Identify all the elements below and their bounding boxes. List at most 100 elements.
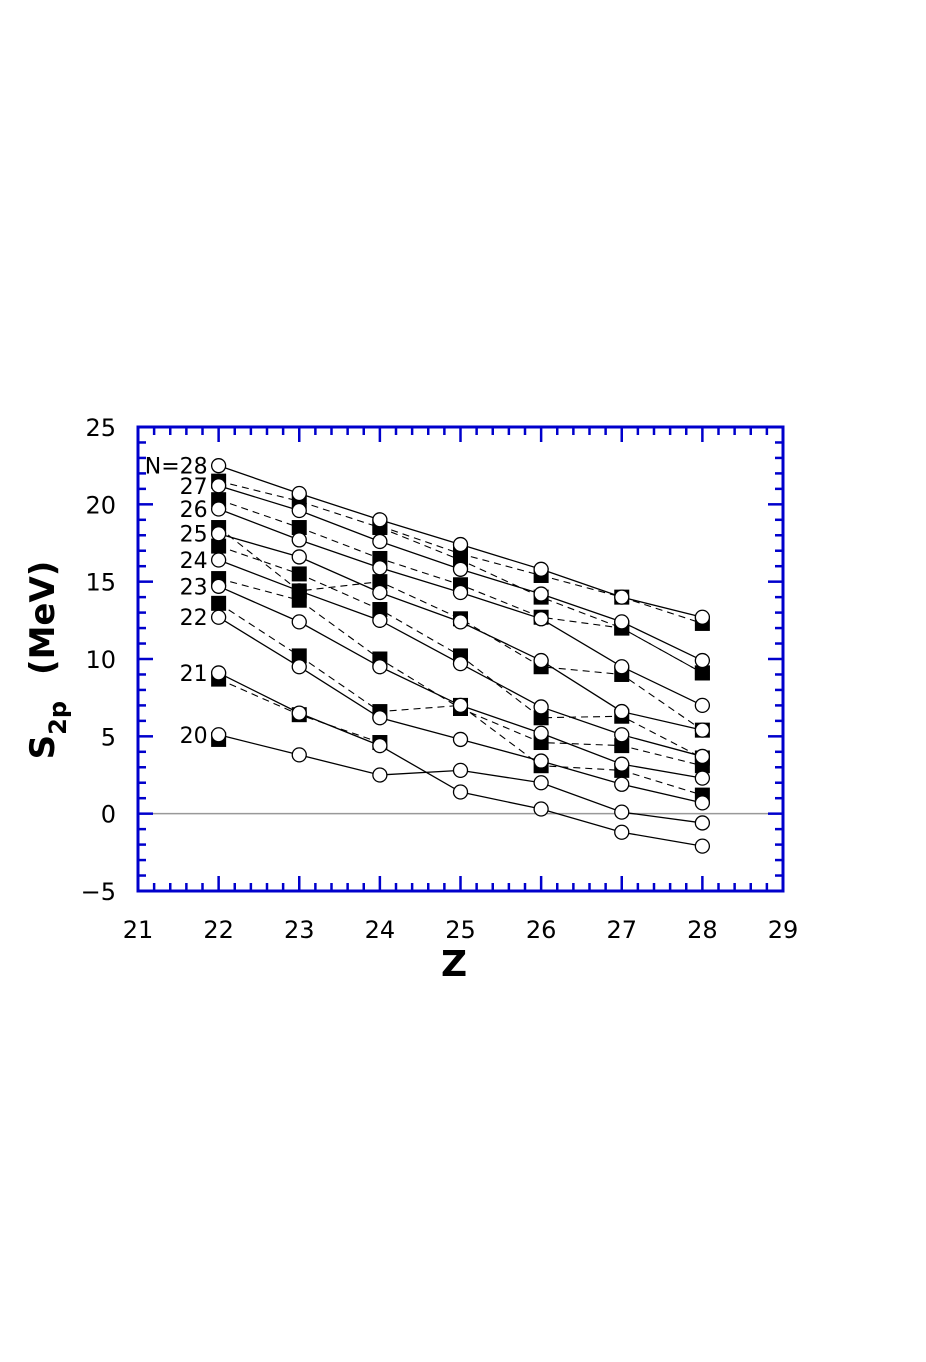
square-marker-22-z22 <box>211 595 227 611</box>
circle-marker-23-z27 <box>614 756 630 772</box>
circle-marker-24-z27 <box>614 727 630 743</box>
circle-marker-21-z25 <box>452 784 469 800</box>
circle-marker-25-z24 <box>372 584 388 601</box>
x-tick-label: 26 <box>526 916 557 944</box>
circle-marker-22-z27 <box>614 776 630 792</box>
square-marker-25-z23 <box>291 583 307 599</box>
circle-marker-26-z28 <box>694 697 711 714</box>
x-tick-label: 25 <box>445 916 476 944</box>
x-tick-label: 22 <box>203 916 234 944</box>
square-marker-24-z24 <box>372 602 388 618</box>
circle-marker-21-z28 <box>694 838 711 854</box>
circle-marker-22-z22 <box>210 609 227 625</box>
square-marker-27-z28 <box>694 665 710 681</box>
y-tick-label: 10 <box>85 646 116 674</box>
circle-marker-22-z25 <box>452 731 469 748</box>
circle-marker-n28-z24 <box>372 512 388 528</box>
series-label-20: 20 <box>180 724 208 749</box>
circle-marker-23-z28 <box>694 770 711 786</box>
x-tick-label: 24 <box>365 916 396 944</box>
circle-marker-25-z23 <box>291 549 307 565</box>
circle-marker-20-z23 <box>291 747 307 763</box>
circle-marker-n28-z26 <box>533 561 549 577</box>
circle-marker-26-z23 <box>291 532 307 548</box>
series-line-20 <box>218 734 703 824</box>
circle-marker-26-z22 <box>210 501 227 517</box>
circle-marker-25-z25 <box>452 614 469 630</box>
circle-marker-24-z25 <box>452 655 469 672</box>
circle-marker-23-z25 <box>452 697 469 714</box>
x-tick-label: 29 <box>768 916 799 944</box>
circle-marker-27-z22 <box>210 478 227 494</box>
series-label-22: 22 <box>180 606 208 631</box>
y-axis-title-subscript: 2p <box>44 701 72 735</box>
y-axis-title-unit: (MeV) <box>23 561 63 675</box>
y-tick-label: 25 <box>85 414 116 442</box>
circle-marker-21-z26 <box>533 801 549 817</box>
circle-marker-23-z23 <box>291 614 307 630</box>
square-marker-23-z27 <box>614 738 630 754</box>
circle-marker-26-z27 <box>614 659 630 675</box>
circle-marker-20-z24 <box>372 767 388 783</box>
circle-marker-n28-z28 <box>694 609 711 625</box>
circle-marker-26-z24 <box>372 560 388 576</box>
circle-marker-23-z22 <box>210 578 227 594</box>
circle-marker-20-z28 <box>694 815 711 831</box>
circle-marker-26-z26 <box>533 611 549 627</box>
y-tick-label: −5 <box>81 878 116 906</box>
circle-marker-25-z26 <box>533 652 549 669</box>
series-markers <box>210 458 711 854</box>
square-marker-22-z23 <box>291 648 307 664</box>
x-tick-label: 28 <box>687 916 718 944</box>
circle-marker-24-z28 <box>694 748 711 765</box>
square-marker-24-z23 <box>291 566 307 582</box>
series-label-27: 27 <box>180 475 208 500</box>
x-axis-title: Z <box>441 944 467 985</box>
circle-marker-24-z26 <box>533 699 549 715</box>
circle-marker-27-z26 <box>533 586 549 602</box>
circle-marker-27-z27 <box>614 614 630 630</box>
square-marker-24-z26 <box>533 710 549 726</box>
circle-marker-n28-z25 <box>452 536 469 553</box>
circle-marker-20-z25 <box>452 762 469 779</box>
series-label-21: 21 <box>180 662 208 687</box>
y-tick-label: 20 <box>85 491 116 519</box>
x-tick-label: 23 <box>284 916 315 944</box>
circle-marker-27-z25 <box>452 561 469 577</box>
y-axis-title: S2p (MeV) <box>23 561 72 760</box>
circle-marker-23-z24 <box>372 659 388 675</box>
circle-marker-21-z22 <box>210 665 227 681</box>
y-tick-label: 0 <box>101 801 116 829</box>
x-tick-label: 27 <box>606 916 637 944</box>
circle-marker-n28-z22 <box>210 458 227 474</box>
circle-marker-20-z22 <box>210 727 227 743</box>
circle-marker-n28-z23 <box>291 485 307 502</box>
square-marker-25-z24 <box>372 574 388 590</box>
square-marker-24-z22 <box>211 538 227 554</box>
series-label-23: 23 <box>180 575 208 600</box>
square-marker-26-z23 <box>291 520 307 536</box>
circle-marker-22-z28 <box>694 795 711 811</box>
y-tick-label: 15 <box>85 569 116 597</box>
circle-marker-21-z24 <box>372 737 388 754</box>
circle-marker-27-z24 <box>372 533 388 550</box>
circle-marker-25-z27 <box>614 703 630 720</box>
circle-marker-26-z25 <box>452 584 469 601</box>
y-tick-label: 5 <box>101 723 116 751</box>
circle-marker-20-z26 <box>533 775 549 791</box>
circle-marker-22-z24 <box>372 710 388 726</box>
y-axis-title-main: S <box>23 735 63 760</box>
axis-ticks <box>136 425 785 893</box>
series-label-n28: N=28 <box>145 455 208 480</box>
circle-marker-21-z23 <box>291 705 307 721</box>
circle-marker-20-z27 <box>614 804 630 820</box>
series-label-25: 25 <box>180 523 208 548</box>
circle-marker-22-z23 <box>291 659 307 675</box>
circle-marker-24-z22 <box>210 552 227 568</box>
series-dashed-line-27 <box>218 480 703 674</box>
series-label-24: 24 <box>180 549 208 574</box>
circle-marker-25-z22 <box>210 526 227 542</box>
circle-marker-n28-z27 <box>614 589 630 605</box>
